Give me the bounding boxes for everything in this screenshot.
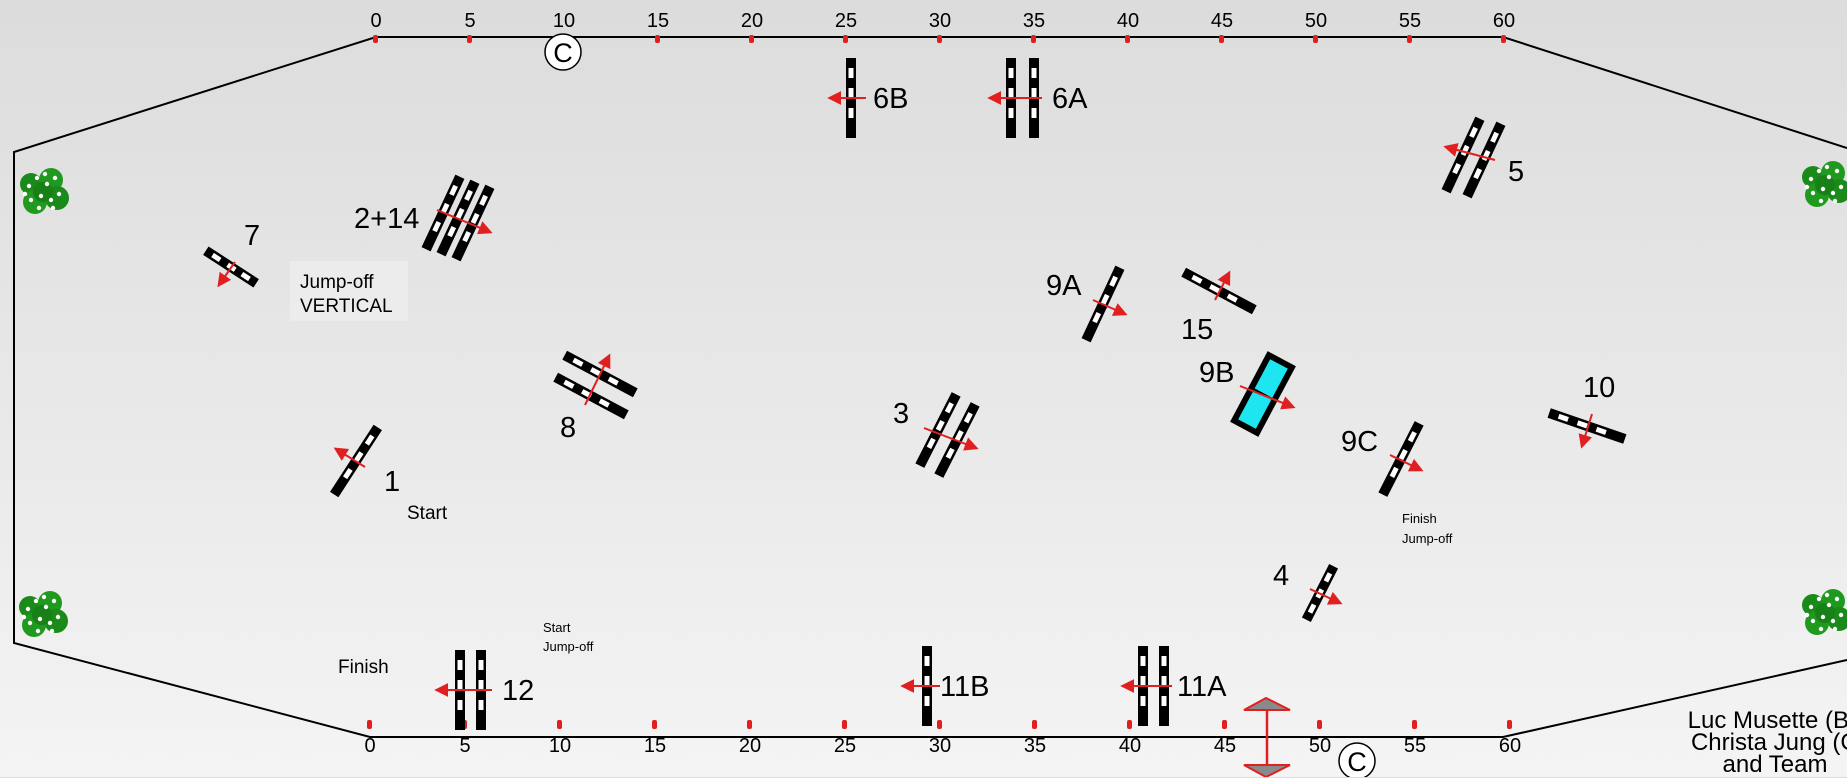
obstacle-label: 1	[384, 466, 400, 498]
obstacle-label: 15	[1181, 314, 1213, 346]
ruler-label: 40	[1117, 10, 1139, 32]
ruler-label: 0	[370, 10, 381, 32]
obstacle-9A: 9A	[1046, 265, 1128, 343]
ruler-label: 0	[364, 735, 375, 757]
bottom-ruler-ticks	[367, 720, 1512, 729]
start-jumpoff-line1: Start	[543, 620, 571, 635]
obstacle-15: 15	[1181, 267, 1257, 346]
obstacle-10: 10	[1547, 372, 1627, 449]
entry-gate-icon	[1243, 696, 1291, 777]
obstacle-9C: 9C	[1341, 421, 1424, 497]
jumpoff-vertical-box	[290, 261, 408, 321]
svg-text:C: C	[553, 38, 573, 68]
ruler-label: 45	[1211, 10, 1233, 32]
obstacle-label: 9A	[1046, 270, 1082, 302]
ruler-label: 10	[549, 735, 571, 757]
ruler-label: 15	[647, 10, 669, 32]
obstacle-label: 12	[502, 675, 534, 707]
start-jumpoff-line2: Jump-off	[543, 639, 594, 654]
obstacle-5: 5	[1441, 116, 1524, 199]
obstacle-label: 9B	[1199, 357, 1234, 389]
obstacle-label: 6B	[873, 83, 908, 115]
ruler-label: 35	[1024, 735, 1046, 757]
start-label: Start	[407, 503, 448, 524]
ruler-label: 35	[1023, 10, 1045, 32]
obstacle-label: 11B	[940, 671, 989, 703]
bush-icon	[1802, 161, 1847, 207]
ruler-label: 5	[459, 735, 470, 757]
finish-label: Finish	[338, 657, 389, 678]
obstacle-7: 7	[203, 220, 260, 288]
obstacle-label: 7	[244, 220, 260, 252]
ruler-label: 5	[464, 10, 475, 32]
ruler-label: 55	[1399, 10, 1421, 32]
credits-line1: Luc Musette (Be	[1687, 707, 1847, 734]
ruler-label: 20	[739, 735, 761, 757]
ruler-label: 30	[929, 735, 951, 757]
obstacle-12: 12	[434, 650, 534, 730]
ruler-label: 15	[644, 735, 666, 757]
bush-icon	[1802, 589, 1847, 635]
ruler-label: 50	[1309, 735, 1331, 757]
obstacle-label: 6A	[1052, 83, 1088, 115]
credits-line3: and Team	[1722, 751, 1828, 778]
obstacle-label: 9C	[1341, 426, 1378, 458]
finish-jumpoff-line2: Jump-off	[1402, 531, 1453, 546]
obstacle-label: 4	[1273, 560, 1289, 592]
obstacle-label: 2+14	[354, 203, 419, 235]
ruler-label: 45	[1214, 735, 1236, 757]
judge-marker-bottom: C	[1338, 742, 1376, 777]
bush-icon	[19, 591, 68, 637]
obstacle-label: 11A	[1177, 671, 1227, 703]
finish-jumpoff-line1: Finish	[1402, 511, 1437, 526]
ruler-label: 40	[1119, 735, 1141, 757]
obstacle-label: 5	[1508, 156, 1524, 188]
judge-marker-top: C	[544, 33, 582, 71]
obstacle-4: 4	[1273, 560, 1343, 623]
obstacle-label: 10	[1583, 372, 1615, 404]
course-designer-credits: Luc Musette (Be Christa Jung (G and Team	[1645, 707, 1847, 778]
ruler-label: 25	[835, 10, 857, 32]
obstacle-2-14: 2+14	[354, 174, 495, 262]
ruler-label: 60	[1493, 10, 1515, 32]
ruler-label: 10	[553, 10, 575, 32]
obstacle-6B: 6B	[827, 58, 908, 138]
obstacle-6A: 6A	[987, 58, 1088, 138]
bush-icon	[20, 168, 69, 214]
ruler-label: 50	[1305, 10, 1327, 32]
obstacle-8: 8	[553, 350, 638, 444]
obstacle-11B: 11B	[900, 646, 989, 726]
obstacle-label: 8	[560, 412, 576, 444]
ruler-label: 55	[1404, 735, 1426, 757]
bottom-ruler-labels: 0 5 10 15 20 25 30 35 40 45 50 55 60	[364, 735, 1521, 757]
obstacle-1: 1	[330, 424, 400, 498]
ruler-label: 20	[741, 10, 763, 32]
jumpoff-vertical-line2: VERTICAL	[300, 296, 393, 317]
ruler-label: 30	[929, 10, 951, 32]
svg-text:C: C	[1347, 747, 1367, 777]
obstacle-9B-water: 9B	[1199, 351, 1296, 437]
arena-boundary	[13, 36, 1847, 738]
jumpoff-vertical-line1: Jump-off	[300, 272, 374, 293]
obstacle-11A: 11A	[1120, 646, 1227, 726]
obstacle-3: 3	[893, 392, 980, 478]
credits-line2: Christa Jung (G	[1690, 729, 1847, 756]
ruler-label: 25	[834, 735, 856, 757]
obstacle-label: 3	[893, 398, 909, 430]
ruler-label: 60	[1499, 735, 1521, 757]
top-ruler-labels: 0 5 10 15 20 25 30 35 40 45 50 55 60	[370, 10, 1515, 32]
